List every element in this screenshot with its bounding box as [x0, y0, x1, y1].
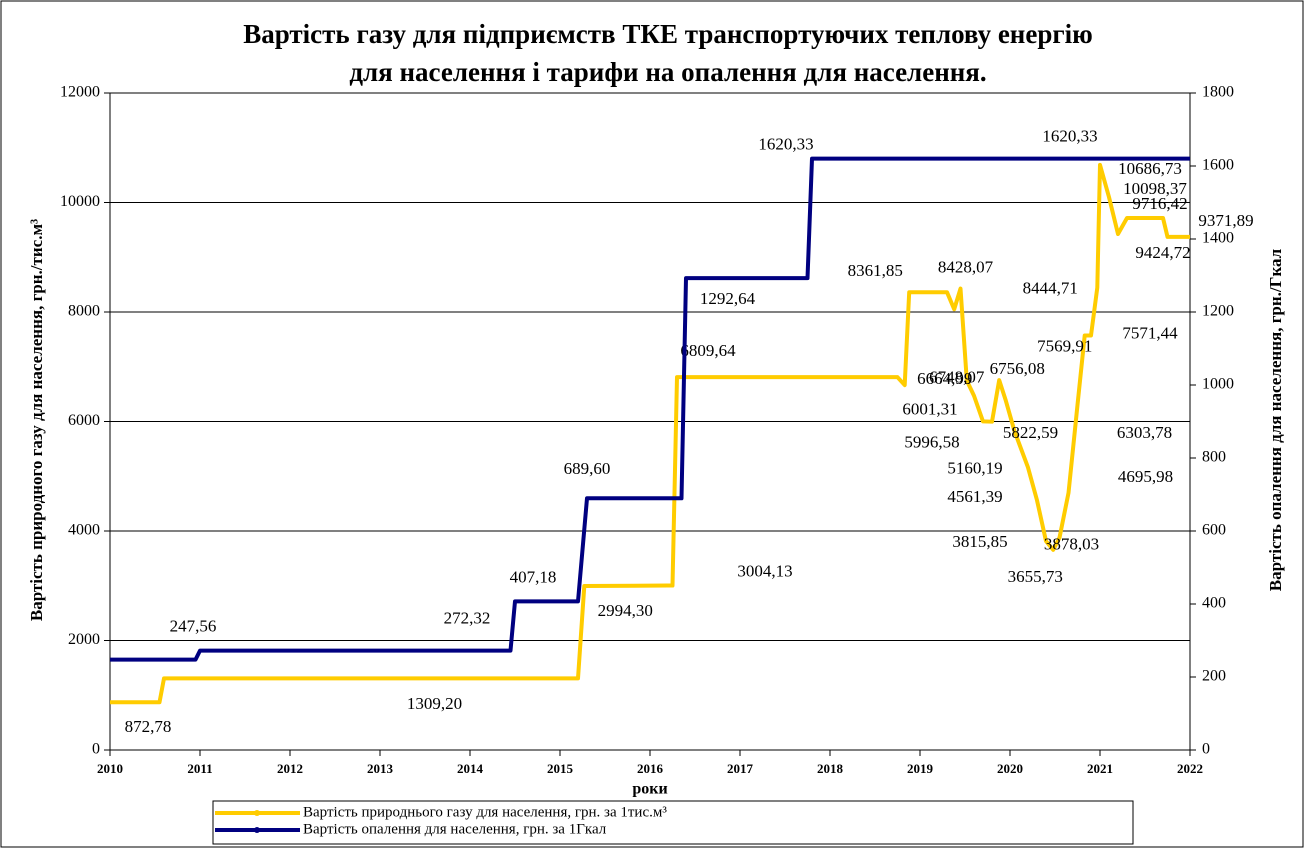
data-label: 5822,59 — [1003, 423, 1058, 442]
data-label: 9716,42 — [1132, 194, 1187, 213]
x-tick-label: 2020 — [997, 761, 1023, 776]
legend-marker — [254, 827, 260, 833]
legend-marker — [254, 810, 260, 816]
y2-tick-label: 400 — [1202, 595, 1226, 612]
y-tick-label: 12000 — [60, 84, 100, 101]
data-label: 7571,44 — [1122, 323, 1178, 342]
data-label: 1620,33 — [1042, 126, 1097, 145]
y2-tick-label: 1600 — [1202, 157, 1234, 174]
legend-label: Вартість природнього газу для населення,… — [303, 804, 667, 820]
y2-tick-label: 1400 — [1202, 230, 1234, 247]
data-label: 8361,85 — [848, 261, 903, 280]
data-label: 6756,08 — [990, 359, 1045, 378]
data-label: 6303,78 — [1117, 423, 1172, 442]
x-tick-label: 2021 — [1087, 761, 1113, 776]
data-label: 8428,07 — [938, 257, 994, 276]
data-label: 1620,33 — [758, 134, 813, 153]
legend-label: Вартість опалення для населення, грн. за… — [303, 821, 607, 837]
data-label: 6809,64 — [680, 341, 736, 360]
y-tick-label: 8000 — [68, 303, 100, 320]
data-label: 3878,03 — [1044, 535, 1099, 554]
series-line — [110, 162, 1190, 705]
data-label: 9424,72 — [1135, 243, 1190, 262]
data-label: 5160,19 — [947, 458, 1002, 477]
x-tick-label: 2018 — [817, 761, 844, 776]
data-label: 272,32 — [444, 609, 491, 628]
data-label: 3004,13 — [737, 561, 792, 580]
data-label: 407,18 — [510, 567, 557, 586]
data-label: 1292,64 — [700, 289, 756, 308]
x-tick-label: 2015 — [547, 761, 574, 776]
data-label: 6748,07 — [929, 367, 985, 386]
data-label: 6001,31 — [902, 399, 957, 418]
data-label: 3815,85 — [952, 532, 1007, 551]
x-tick-label: 2012 — [277, 761, 303, 776]
data-label: 8444,71 — [1023, 279, 1078, 298]
y2-tick-label: 600 — [1202, 522, 1226, 539]
y-tick-label: 0 — [92, 741, 100, 758]
y-tick-label: 6000 — [68, 412, 100, 429]
data-label: 1309,20 — [407, 694, 462, 713]
data-label: 2994,30 — [598, 601, 653, 620]
y2-tick-label: 1200 — [1202, 303, 1234, 320]
x-axis-title: роки — [632, 781, 667, 798]
data-label: 247,56 — [170, 617, 217, 636]
x-tick-label: 2022 — [1177, 761, 1203, 776]
data-label: 5996,58 — [904, 433, 959, 452]
x-tick-label: 2017 — [727, 761, 754, 776]
data-label: 4561,39 — [947, 487, 1002, 506]
data-label: 6664,99 — [917, 369, 972, 388]
data-label: 689,60 — [564, 459, 611, 478]
chart-title: Вартість газу для підприємств ТКЕ трансп… — [243, 19, 1093, 49]
y-tick-label: 4000 — [68, 522, 100, 539]
x-tick-label: 2016 — [637, 761, 664, 776]
y-axis-title: Вартість природного газу для населення, … — [27, 219, 46, 621]
x-tick-label: 2014 — [457, 761, 484, 776]
y2-axis-title: Вартість опалення для населення, грн./Гк… — [1266, 248, 1285, 591]
y2-tick-label: 1000 — [1202, 376, 1234, 393]
data-label: 4695,98 — [1118, 467, 1173, 486]
x-tick-label: 2019 — [907, 761, 934, 776]
y2-tick-label: 800 — [1202, 449, 1226, 466]
x-tick-label: 2013 — [367, 761, 394, 776]
x-tick-label: 2010 — [97, 761, 123, 776]
series-line — [110, 156, 1190, 662]
data-label: 872,78 — [125, 717, 172, 736]
data-label: 7569,91 — [1037, 336, 1092, 355]
y-tick-label: 10000 — [60, 193, 100, 210]
data-label: 10098,37 — [1123, 179, 1187, 198]
data-label: 9371,89 — [1198, 211, 1253, 230]
data-label: 3655,73 — [1008, 567, 1063, 586]
legend — [212, 800, 1134, 845]
chart-title: для населення і тарифи на опалення для н… — [349, 57, 986, 87]
data-label: 10686,73 — [1118, 159, 1182, 178]
y2-tick-label: 1800 — [1202, 84, 1234, 101]
x-tick-label: 2011 — [187, 761, 212, 776]
y2-tick-label: 200 — [1202, 668, 1226, 685]
y-tick-label: 2000 — [68, 631, 100, 648]
y2-tick-label: 0 — [1202, 741, 1210, 758]
